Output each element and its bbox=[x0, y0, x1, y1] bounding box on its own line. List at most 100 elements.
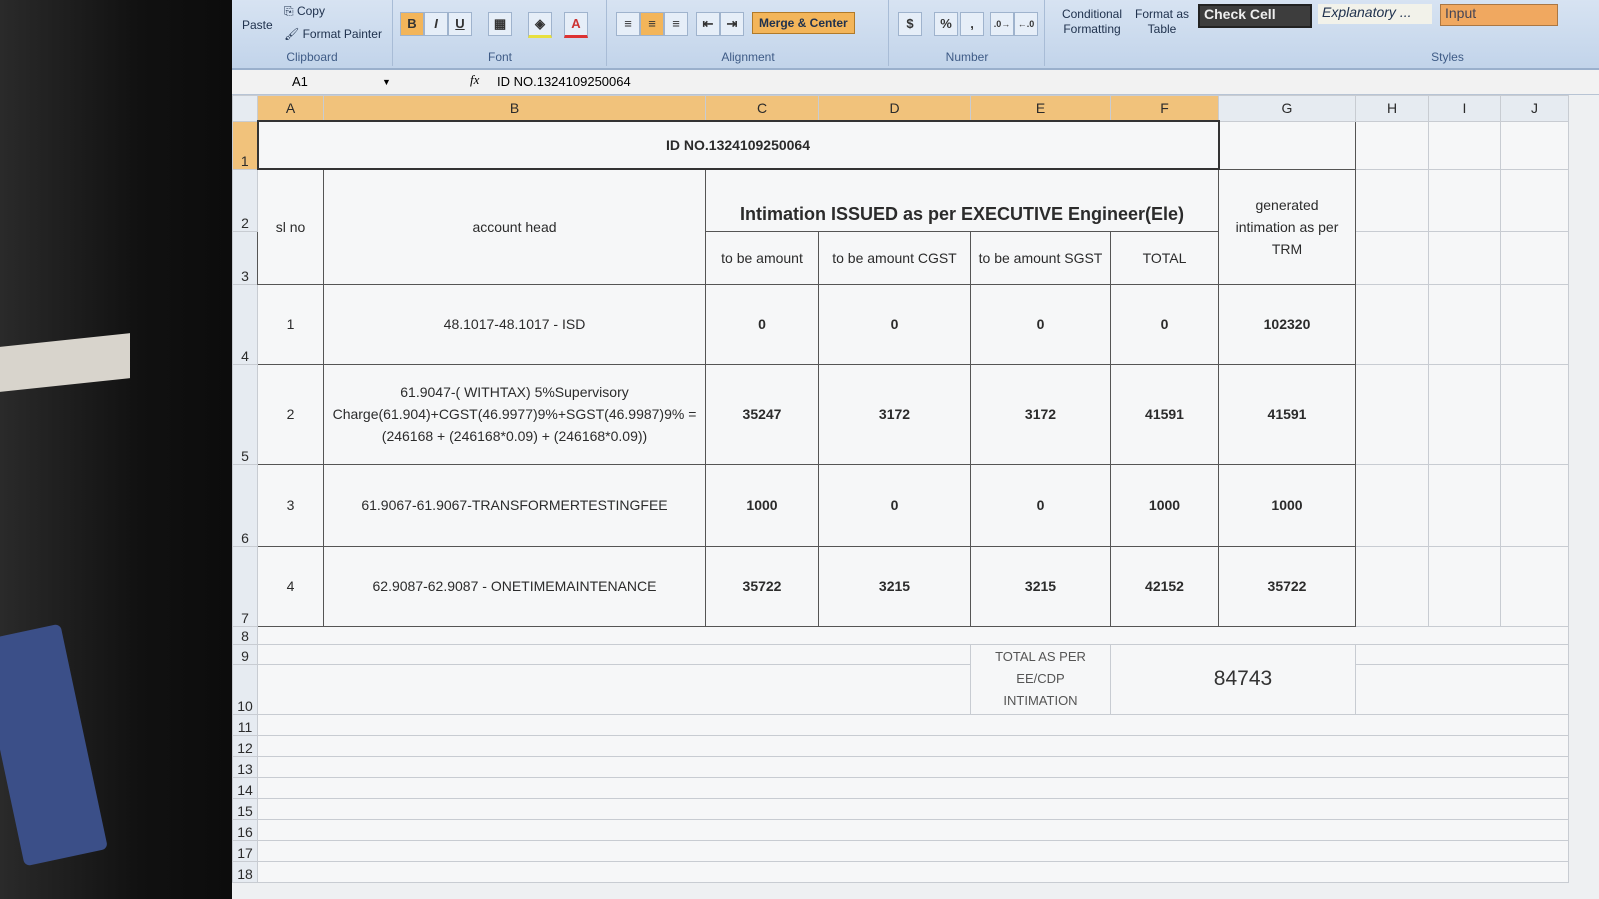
row-header-9[interactable]: 9 bbox=[232, 643, 258, 665]
row-header-11[interactable]: 11 bbox=[232, 713, 258, 736]
cell[interactable] bbox=[1428, 545, 1501, 627]
sub-header-sgst[interactable]: to be amount SGST bbox=[970, 230, 1111, 285]
amount-cell[interactable]: 35247 bbox=[705, 363, 819, 465]
row-header-3[interactable]: 3 bbox=[232, 230, 258, 285]
empty-row[interactable] bbox=[257, 818, 1569, 841]
amount-cell[interactable]: 0 bbox=[705, 283, 819, 365]
cell[interactable] bbox=[1500, 463, 1569, 547]
row-header-12[interactable]: 12 bbox=[232, 734, 258, 757]
accounting-format-icon[interactable]: $ bbox=[898, 12, 922, 36]
account-head-cell[interactable]: 61.9047-( WITHTAX) 5%Supervisory Charge(… bbox=[323, 363, 706, 465]
row-header-16[interactable]: 16 bbox=[232, 818, 258, 841]
paste-button[interactable]: Paste bbox=[242, 18, 273, 32]
select-all-corner[interactable] bbox=[232, 95, 258, 122]
align-center-icon[interactable]: ≡ bbox=[640, 12, 664, 36]
row-header-17[interactable]: 17 bbox=[232, 839, 258, 862]
conditional-formatting-button[interactable]: Conditional Formatting bbox=[1061, 7, 1123, 36]
cell[interactable] bbox=[1428, 120, 1501, 170]
total-value-cell[interactable]: 84743 bbox=[1110, 643, 1356, 715]
empty-cells[interactable] bbox=[257, 663, 971, 715]
increase-decimal-icon[interactable]: .0→ bbox=[990, 12, 1014, 36]
column-header-e[interactable]: E bbox=[970, 95, 1111, 122]
generated-cell[interactable]: 102320 bbox=[1218, 283, 1356, 365]
generated-cell[interactable]: 35722 bbox=[1218, 545, 1356, 627]
cgst-cell[interactable]: 3172 bbox=[818, 363, 971, 465]
cgst-cell[interactable]: 3215 bbox=[818, 545, 971, 627]
empty-row[interactable] bbox=[257, 860, 1569, 883]
input-style[interactable]: Input bbox=[1440, 4, 1558, 26]
sub-header-total[interactable]: TOTAL bbox=[1110, 230, 1219, 285]
row-header-13[interactable]: 13 bbox=[232, 755, 258, 778]
align-right-icon[interactable]: ≡ bbox=[664, 12, 688, 36]
account-head-cell[interactable]: 61.9067-61.9067-TRANSFORMERTESTINGFEE bbox=[323, 463, 706, 547]
row-header-4[interactable]: 4 bbox=[232, 283, 258, 365]
generated-header[interactable]: generated intimation as per TRM bbox=[1218, 168, 1356, 285]
underline-button[interactable]: U bbox=[448, 12, 472, 36]
cell[interactable] bbox=[1355, 463, 1429, 547]
row-header-5[interactable]: 5 bbox=[232, 363, 258, 465]
cgst-cell[interactable]: 0 bbox=[818, 283, 971, 365]
total-cell[interactable]: 42152 bbox=[1110, 545, 1219, 627]
column-header-f[interactable]: F bbox=[1110, 95, 1219, 122]
bold-button[interactable]: B bbox=[400, 12, 424, 36]
format-as-table-button[interactable]: Format as Table bbox=[1134, 7, 1189, 36]
fill-color-icon[interactable]: ◈ bbox=[528, 12, 552, 38]
comma-button[interactable]: , bbox=[960, 12, 984, 36]
empty-row[interactable] bbox=[257, 734, 1569, 757]
empty-cells[interactable] bbox=[1355, 663, 1569, 715]
cell[interactable] bbox=[1428, 230, 1501, 285]
cell[interactable] bbox=[1355, 363, 1429, 465]
row-header-1[interactable]: 1 bbox=[232, 120, 258, 170]
total-label-cell[interactable]: TOTAL AS PER EE/CDP INTIMATION bbox=[970, 643, 1111, 715]
title-cell[interactable]: ID NO.1324109250064 bbox=[256, 120, 1220, 170]
cell-g1[interactable] bbox=[1218, 120, 1356, 170]
column-header-g[interactable]: G bbox=[1218, 95, 1356, 122]
explanatory-style[interactable]: Explanatory ... bbox=[1318, 4, 1432, 24]
borders-icon[interactable]: ▦ bbox=[488, 12, 512, 36]
sgst-cell[interactable]: 0 bbox=[970, 283, 1111, 365]
cell[interactable] bbox=[1500, 230, 1569, 285]
formula-input[interactable]: ID NO.1324109250064 bbox=[497, 74, 631, 89]
row-header-14[interactable]: 14 bbox=[232, 776, 258, 799]
generated-cell[interactable]: 1000 bbox=[1218, 463, 1356, 547]
cell[interactable] bbox=[1355, 168, 1429, 232]
row-header-7[interactable]: 7 bbox=[232, 545, 258, 627]
chevron-down-icon[interactable]: ▼ bbox=[382, 77, 391, 87]
empty-row[interactable] bbox=[257, 755, 1569, 778]
cell[interactable] bbox=[1428, 363, 1501, 465]
column-header-i[interactable]: I bbox=[1428, 95, 1501, 122]
cell[interactable] bbox=[1428, 463, 1501, 547]
amount-cell[interactable]: 1000 bbox=[705, 463, 819, 547]
sl-no-header[interactable]: sl no bbox=[257, 168, 324, 285]
cell[interactable] bbox=[1500, 545, 1569, 627]
sl-cell[interactable]: 3 bbox=[257, 463, 324, 547]
decrease-indent-icon[interactable]: ⇤ bbox=[696, 12, 720, 36]
sl-cell[interactable]: 4 bbox=[257, 545, 324, 627]
total-cell[interactable]: 41591 bbox=[1110, 363, 1219, 465]
row-header-18[interactable]: 18 bbox=[232, 860, 258, 883]
increase-indent-icon[interactable]: ⇥ bbox=[720, 12, 744, 36]
sgst-cell[interactable]: 3172 bbox=[970, 363, 1111, 465]
cgst-cell[interactable]: 0 bbox=[818, 463, 971, 547]
cell[interactable] bbox=[1355, 545, 1429, 627]
empty-row[interactable] bbox=[257, 625, 1569, 645]
fx-icon[interactable]: fx bbox=[470, 72, 480, 87]
account-head-cell[interactable]: 62.9087-62.9087 - ONETIMEMAINTENANCE bbox=[323, 545, 706, 627]
cell[interactable] bbox=[1355, 230, 1429, 285]
cell[interactable] bbox=[1355, 120, 1429, 170]
merge-center-button[interactable]: Merge & Center bbox=[752, 12, 855, 34]
cell[interactable] bbox=[1355, 283, 1429, 365]
sgst-cell[interactable]: 0 bbox=[970, 463, 1111, 547]
percent-button[interactable]: % bbox=[934, 12, 958, 36]
total-cell[interactable]: 0 bbox=[1110, 283, 1219, 365]
empty-row[interactable] bbox=[257, 776, 1569, 799]
empty-cells[interactable] bbox=[1355, 643, 1569, 665]
account-head-cell[interactable]: 48.1017-48.1017 - ISD bbox=[323, 283, 706, 365]
column-header-a[interactable]: A bbox=[257, 95, 324, 122]
row-header-2[interactable]: 2 bbox=[232, 168, 258, 232]
sl-cell[interactable]: 2 bbox=[257, 363, 324, 465]
total-cell[interactable]: 1000 bbox=[1110, 463, 1219, 547]
sgst-cell[interactable]: 3215 bbox=[970, 545, 1111, 627]
name-box[interactable]: A1 ▼ bbox=[232, 72, 392, 92]
cell[interactable] bbox=[1500, 120, 1569, 170]
